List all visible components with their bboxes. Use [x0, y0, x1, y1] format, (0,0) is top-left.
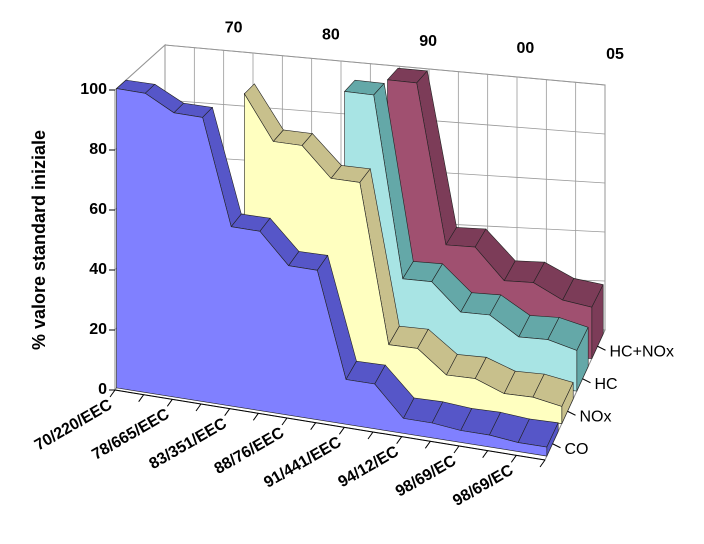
x-tick — [252, 413, 259, 421]
grid-line — [164, 44, 606, 86]
x-tick — [310, 422, 317, 430]
x-tick-label: 94/12/EC — [335, 443, 402, 491]
area-front — [116, 88, 548, 457]
x-tick — [166, 399, 173, 407]
y-axis-label: % valore standard iniziale — [29, 130, 49, 350]
x-axis — [114, 389, 546, 461]
x-tick — [224, 408, 231, 416]
x-tick — [424, 441, 431, 449]
series-label: HC — [595, 376, 618, 393]
y-tick-label: 100 — [80, 81, 107, 98]
series-tick — [567, 410, 576, 416]
x-tick — [510, 455, 517, 463]
y-tick-label: 20 — [89, 321, 107, 338]
series-tick — [552, 443, 561, 449]
y-tick-label: 80 — [89, 141, 107, 158]
top-axis-label: 70 — [225, 20, 243, 37]
top-axis-label: 00 — [516, 40, 534, 57]
x-tick — [396, 436, 403, 444]
x-tick-label: 98/69/EC — [393, 452, 460, 500]
x-tick — [109, 389, 116, 398]
x-tick — [367, 431, 374, 440]
x-tick — [138, 394, 145, 402]
x-tick — [482, 450, 489, 458]
series-label: NOx — [580, 408, 612, 425]
x-tick — [338, 427, 345, 435]
series-label: CO — [565, 441, 589, 458]
y-tick-label: 0 — [98, 381, 107, 398]
top-axis-label: 90 — [419, 33, 437, 50]
series-tick — [597, 345, 606, 351]
y-tick-label: 60 — [89, 201, 107, 218]
x-tick-label: 98/69/EC — [450, 462, 517, 510]
top-axis-label: 05 — [606, 46, 624, 63]
y-tick-label: 40 — [89, 261, 107, 278]
series-tick — [582, 378, 591, 384]
x-tick — [195, 403, 202, 412]
x-tick — [281, 417, 288, 426]
x-tick — [453, 445, 460, 454]
series-label: HC+NOx — [610, 343, 674, 360]
top-axis-label: 80 — [322, 26, 340, 43]
x-tick — [539, 459, 546, 468]
